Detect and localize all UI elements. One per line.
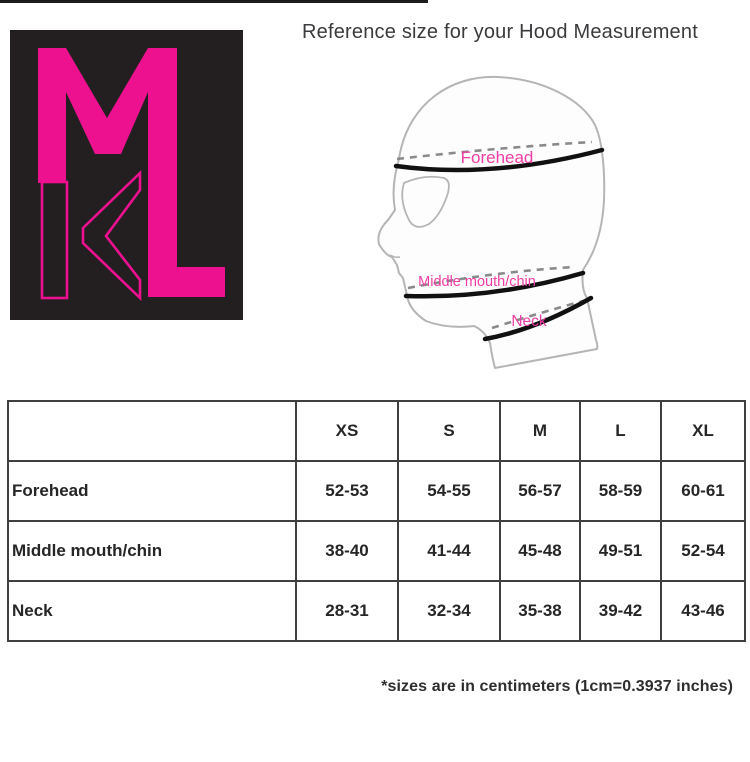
footnote: *sizes are in centimeters (1cm=0.3937 in… xyxy=(381,678,733,695)
page-title: Reference size for your Hood Measurement xyxy=(302,21,698,43)
header-cell-m: M xyxy=(499,400,581,462)
logo-l-letter xyxy=(148,150,225,297)
forehead-label: Forehead xyxy=(461,148,534,167)
brand-logo xyxy=(10,30,243,320)
header-cell-blank xyxy=(7,400,297,462)
nostril-line xyxy=(389,254,401,258)
middle-dashed-line xyxy=(407,265,575,290)
cell-middle-l: 49-51 xyxy=(579,520,662,582)
cell-forehead-l: 58-59 xyxy=(579,460,662,522)
table-row-forehead: Forehead 52-53 54-55 56-57 58-59 60-61 xyxy=(7,460,746,522)
cell-forehead-s: 54-55 xyxy=(397,460,501,522)
table-row-middle: Middle mouth/chin 38-40 41-44 45-48 49-5… xyxy=(7,520,746,582)
middle-label: Middle mouth/chin xyxy=(418,274,536,290)
cell-neck-xs: 28-31 xyxy=(295,580,399,642)
header-cell-xl: XL xyxy=(660,400,746,462)
cell-neck-m: 35-38 xyxy=(499,580,581,642)
header-cell-xs: XS xyxy=(295,400,399,462)
row-label-forehead: Forehead xyxy=(7,460,297,522)
cell-forehead-m: 56-57 xyxy=(499,460,581,522)
top-edge-bar xyxy=(0,0,428,3)
eye-opening xyxy=(401,175,450,228)
row-label-middle: Middle mouth/chin xyxy=(7,520,297,582)
header-cell-s: S xyxy=(397,400,501,462)
cell-middle-xs: 38-40 xyxy=(295,520,399,582)
cell-forehead-xs: 52-53 xyxy=(295,460,399,522)
cell-middle-xl: 52-54 xyxy=(660,520,746,582)
neck-label: Neck xyxy=(511,313,547,330)
cell-neck-s: 32-34 xyxy=(397,580,501,642)
row-label-neck: Neck xyxy=(7,580,297,642)
cell-middle-s: 41-44 xyxy=(397,520,501,582)
logo-m-letter xyxy=(38,48,177,183)
neck-band-line xyxy=(482,295,594,342)
hood-diagram-graphic: Forehead Middle mouth/chin Neck xyxy=(377,75,606,369)
cell-neck-l: 39-42 xyxy=(579,580,662,642)
cell-neck-xl: 43-46 xyxy=(660,580,746,642)
size-table: XS S M L XL Forehead 52-53 54-55 56-57 5… xyxy=(7,400,746,642)
table-row-neck: Neck 28-31 32-34 35-38 39-42 43-46 xyxy=(7,580,746,642)
header-cell-l: L xyxy=(579,400,662,462)
size-table-header-row: XS S M L XL xyxy=(7,400,746,462)
logo-k-stem xyxy=(40,180,69,300)
cell-middle-m: 45-48 xyxy=(499,520,581,582)
logo-k-chevron xyxy=(81,169,142,302)
forehead-dashed-line xyxy=(396,140,593,161)
cell-forehead-xl: 60-61 xyxy=(660,460,746,522)
hood-diagram: Forehead Middle mouth/chin Neck xyxy=(352,62,652,392)
brand-logo-graphic xyxy=(10,30,243,320)
forehead-band-line xyxy=(393,147,605,173)
middle-band-line xyxy=(403,270,586,299)
